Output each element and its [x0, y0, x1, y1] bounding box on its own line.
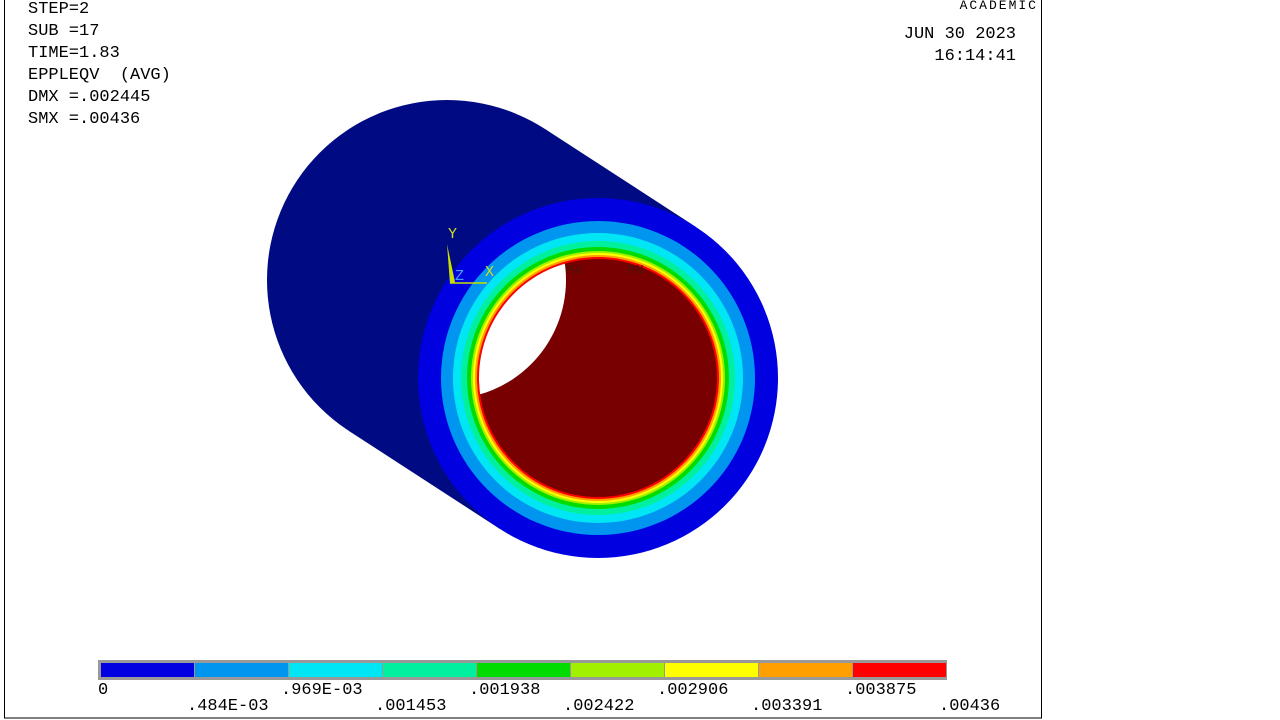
through-hole [479, 259, 566, 399]
legend: 0 .484E-03 .969E-03 .001453 .001938 .002422 .0… [98, 663, 1000, 716]
info-line: STEP=2 [28, 0, 89, 19]
legend-swatch [665, 663, 758, 677]
legend-label: 0 [98, 681, 108, 700]
model [267, 100, 778, 558]
min-marker: MN [627, 263, 644, 279]
legend-label: .001453 [375, 697, 446, 716]
info-line: SMX =.00436 [28, 110, 140, 129]
legend-swatch [383, 663, 476, 677]
triad: Y Z X [447, 226, 494, 285]
legend-label: .00436 [939, 697, 1000, 716]
info-block: STEP=2 SUB =17 TIME=1.83 EPPLEQV (AVG) DMX =… [28, 0, 171, 129]
legend-label: .484E-03 [187, 697, 269, 716]
date: JUN 30 2023 [904, 25, 1016, 44]
info-line: SUB =17 [28, 22, 99, 41]
legend-swatch [101, 663, 194, 677]
legend-swatch [477, 663, 570, 677]
legend-label: .003391 [751, 697, 822, 716]
legend-swatch [289, 663, 382, 677]
legend-label: .003875 [845, 681, 916, 700]
legend-label: .969E-03 [281, 681, 363, 700]
triad-x-label: X [485, 264, 494, 281]
legend-swatch [759, 663, 852, 677]
time: 16:14:41 [934, 47, 1016, 66]
max-marker: MX [566, 263, 583, 279]
triad-z-label: Z [455, 268, 464, 285]
legend-label: .001938 [469, 681, 540, 700]
legend-swatch [571, 663, 664, 677]
legend-swatch [853, 663, 946, 677]
triad-y-label: Y [448, 226, 457, 243]
watermark: ACADEMIC [960, 0, 1038, 13]
info-line: TIME=1.83 [28, 44, 120, 63]
legend-swatch [195, 663, 288, 677]
legend-label: .002906 [657, 681, 728, 700]
triad-y [447, 244, 455, 284]
legend-label: .002422 [563, 697, 634, 716]
info-line: EPPLEQV (AVG) [28, 66, 171, 85]
info-line: DMX =.002445 [28, 88, 150, 107]
